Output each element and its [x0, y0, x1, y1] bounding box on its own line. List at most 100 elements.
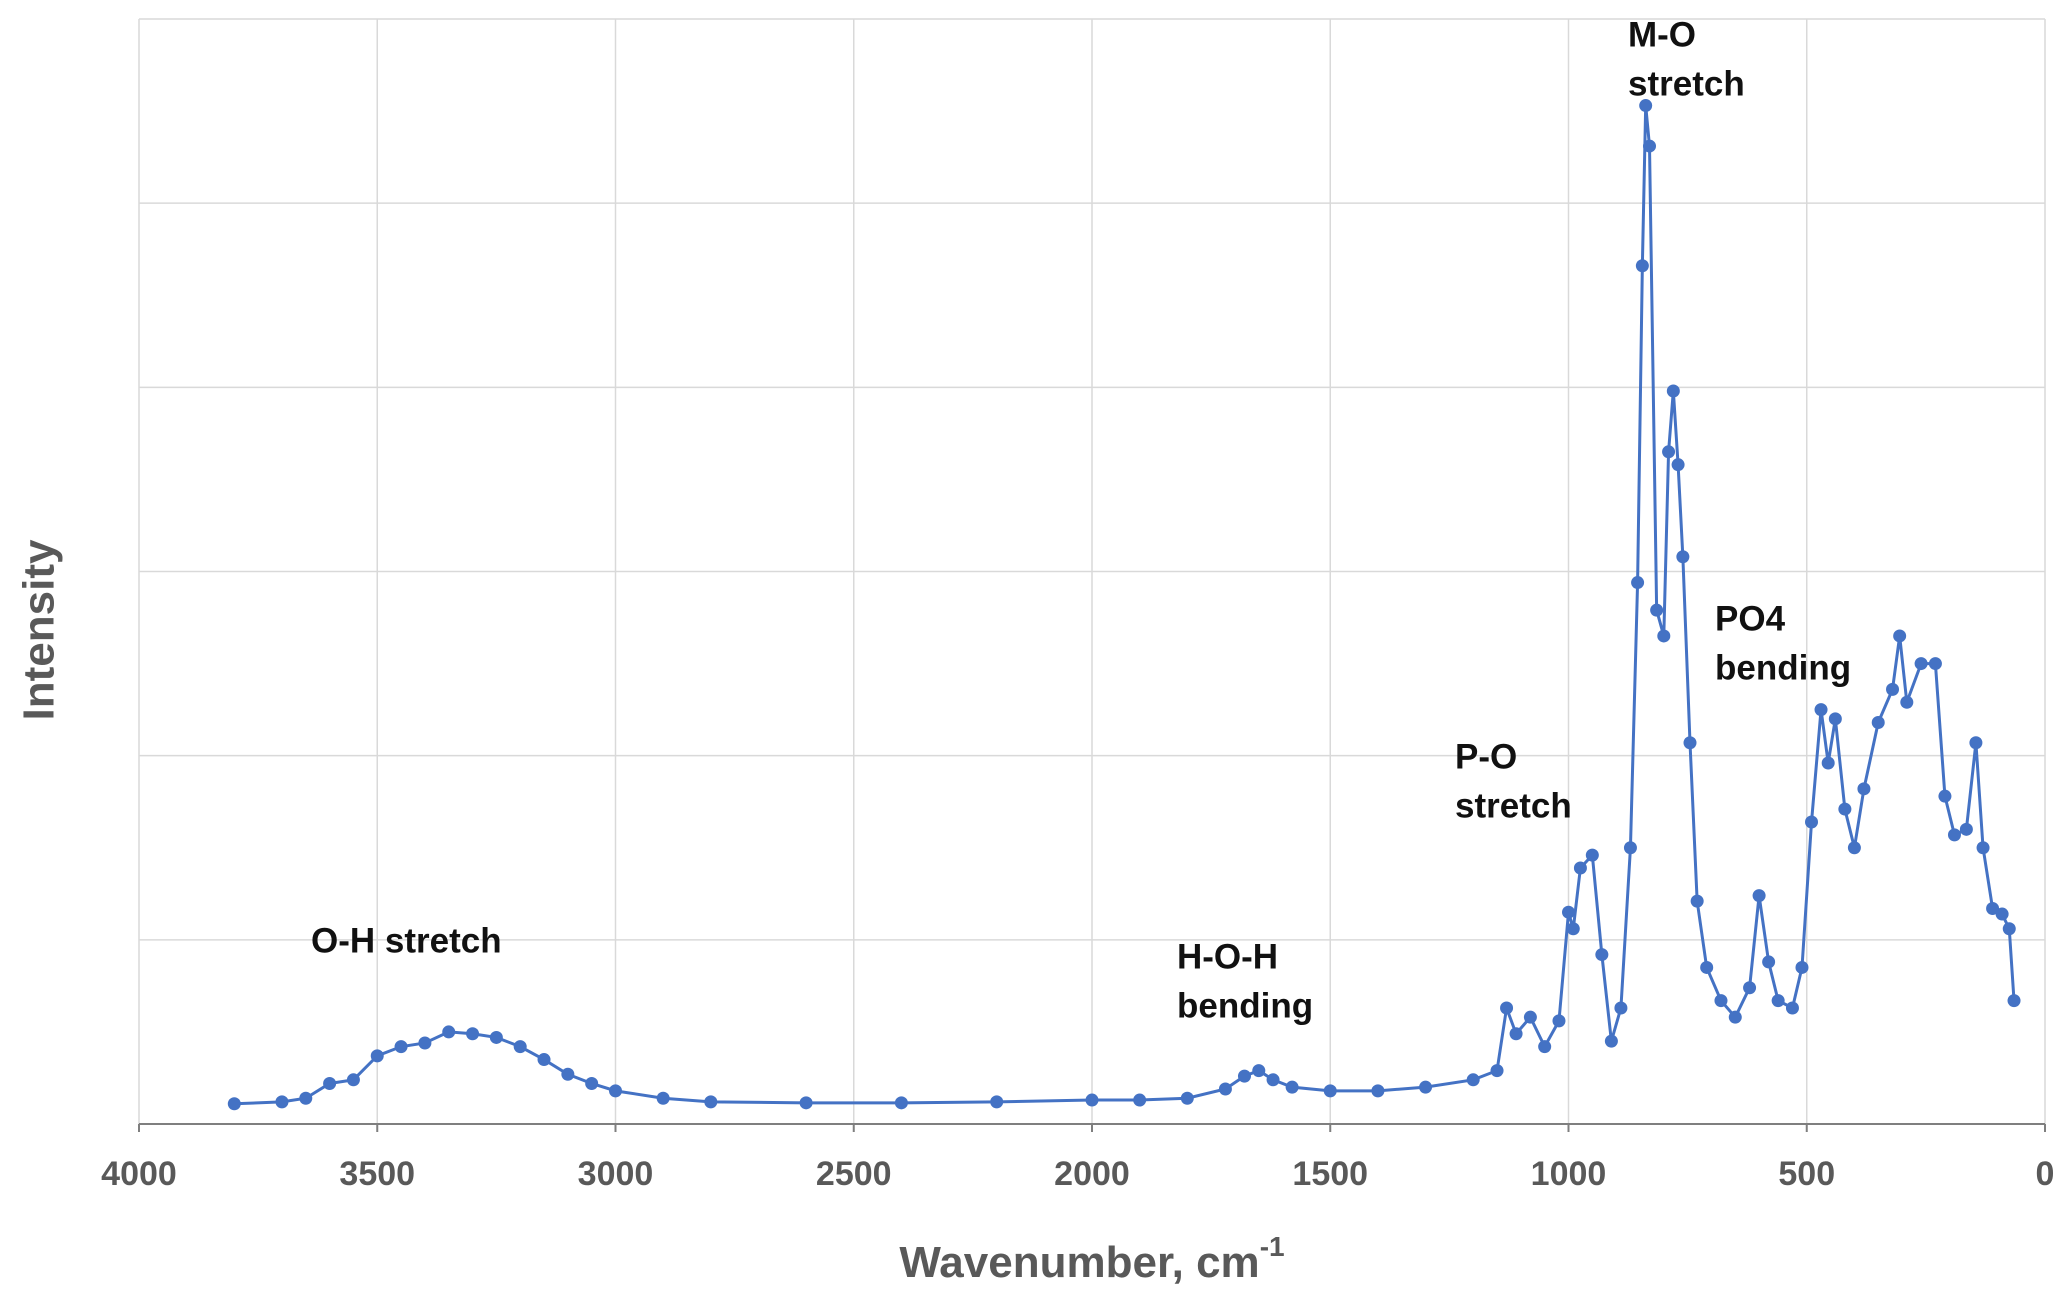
- annotation: PO4: [1715, 599, 1786, 638]
- data-point: [799, 1096, 813, 1110]
- data-point: [1085, 1093, 1099, 1107]
- data-point: [1419, 1080, 1433, 1094]
- data-point: [299, 1091, 313, 1105]
- data-point: [1604, 1034, 1618, 1048]
- data-point: [1509, 1027, 1523, 1041]
- data-point: [1805, 815, 1819, 829]
- x-tick-label: 1500: [1292, 1155, 1368, 1193]
- data-point: [1650, 603, 1664, 617]
- data-point: [1662, 445, 1676, 459]
- data-point: [1995, 907, 2009, 921]
- data-point: [1893, 629, 1907, 643]
- data-point: [466, 1027, 480, 1041]
- annotation: bending: [1177, 986, 1313, 1025]
- data-point: [1635, 259, 1649, 273]
- data-point: [1900, 695, 1914, 709]
- data-point: [1133, 1093, 1147, 1107]
- data-point: [1585, 848, 1599, 862]
- data-point: [1785, 1001, 1799, 1015]
- x-axis-title-sup: -1: [1260, 1231, 1285, 1262]
- data-point: [1323, 1084, 1337, 1098]
- data-point: [1847, 841, 1861, 855]
- data-point: [513, 1040, 527, 1054]
- data-point: [1676, 550, 1690, 564]
- x-tick-label: 3500: [339, 1155, 415, 1193]
- data-point: [537, 1053, 551, 1067]
- data-point: [1552, 1014, 1566, 1028]
- data-point: [1631, 576, 1645, 590]
- x-tick-label: 4000: [101, 1155, 177, 1193]
- data-point: [1886, 682, 1900, 696]
- data-point: [394, 1040, 408, 1054]
- data-point: [1623, 841, 1637, 855]
- data-point: [1959, 822, 1973, 836]
- data-point: [1639, 99, 1653, 113]
- data-point: [609, 1084, 622, 1098]
- data-point: [1490, 1064, 1504, 1078]
- data-point: [1928, 657, 1942, 671]
- data-point: [1762, 955, 1776, 969]
- annotation: bending: [1715, 648, 1851, 687]
- data-point: [1566, 922, 1580, 936]
- data-point: [442, 1025, 456, 1039]
- data-point: [585, 1076, 599, 1090]
- data-point: [1828, 712, 1842, 726]
- annotation: H-O-H: [1177, 937, 1278, 976]
- data-point: [275, 1095, 289, 1109]
- data-point: [561, 1067, 575, 1081]
- annotation: stretch: [1628, 64, 1745, 103]
- data-point: [1218, 1082, 1232, 1096]
- data-point: [227, 1097, 241, 1111]
- data-point: [1657, 629, 1671, 643]
- data-point: [1643, 139, 1657, 153]
- data-point: [489, 1030, 503, 1044]
- data-point: [1466, 1073, 1480, 1087]
- data-point: [1814, 703, 1828, 717]
- x-axis-title: Wavenumber, cm-1: [899, 1231, 1284, 1286]
- y-axis-title: Intensity: [15, 539, 64, 720]
- data-point: [894, 1096, 908, 1110]
- data-point: [1237, 1069, 1251, 1083]
- data-point: [323, 1076, 337, 1090]
- data-point: [990, 1095, 1004, 1109]
- data-point: [1976, 841, 1990, 855]
- data-point: [656, 1091, 670, 1105]
- data-point: [1743, 981, 1757, 995]
- x-tick-label: 500: [1778, 1155, 1835, 1193]
- data-point: [1795, 960, 1809, 974]
- data-point: [346, 1073, 360, 1087]
- data-point: [1700, 960, 1714, 974]
- x-tick-label: 1000: [1531, 1155, 1607, 1193]
- annotation: O-H stretch: [311, 921, 502, 960]
- data-point: [1914, 657, 1928, 671]
- x-tick-label: 3000: [578, 1155, 654, 1193]
- data-point: [1523, 1010, 1537, 1024]
- data-point: [1562, 905, 1575, 919]
- data-point: [1857, 782, 1871, 796]
- data-point: [1938, 789, 1952, 803]
- data-point: [1252, 1064, 1266, 1078]
- data-point: [1690, 894, 1704, 908]
- data-point: [1595, 948, 1609, 962]
- data-point: [1986, 902, 2000, 916]
- annotation: P-O: [1455, 737, 1517, 776]
- data-point: [1180, 1091, 1194, 1105]
- x-tick-label: 2000: [1054, 1155, 1130, 1193]
- data-point: [1614, 1001, 1628, 1015]
- data-point: [1728, 1010, 1742, 1024]
- data-point: [1666, 384, 1680, 398]
- data-point: [1538, 1040, 1552, 1054]
- data-point: [1371, 1084, 1385, 1098]
- data-point: [1771, 994, 1785, 1008]
- x-tick-label: 2500: [816, 1155, 892, 1193]
- data-point: [418, 1036, 432, 1050]
- data-point: [1838, 802, 1852, 816]
- data-point: [1285, 1080, 1299, 1094]
- data-point: [370, 1049, 384, 1063]
- data-point: [1969, 736, 1983, 750]
- data-point: [1671, 458, 1685, 472]
- x-tick-label: 0: [2036, 1155, 2055, 1193]
- data-point: [2007, 994, 2021, 1008]
- data-point: [1573, 861, 1587, 875]
